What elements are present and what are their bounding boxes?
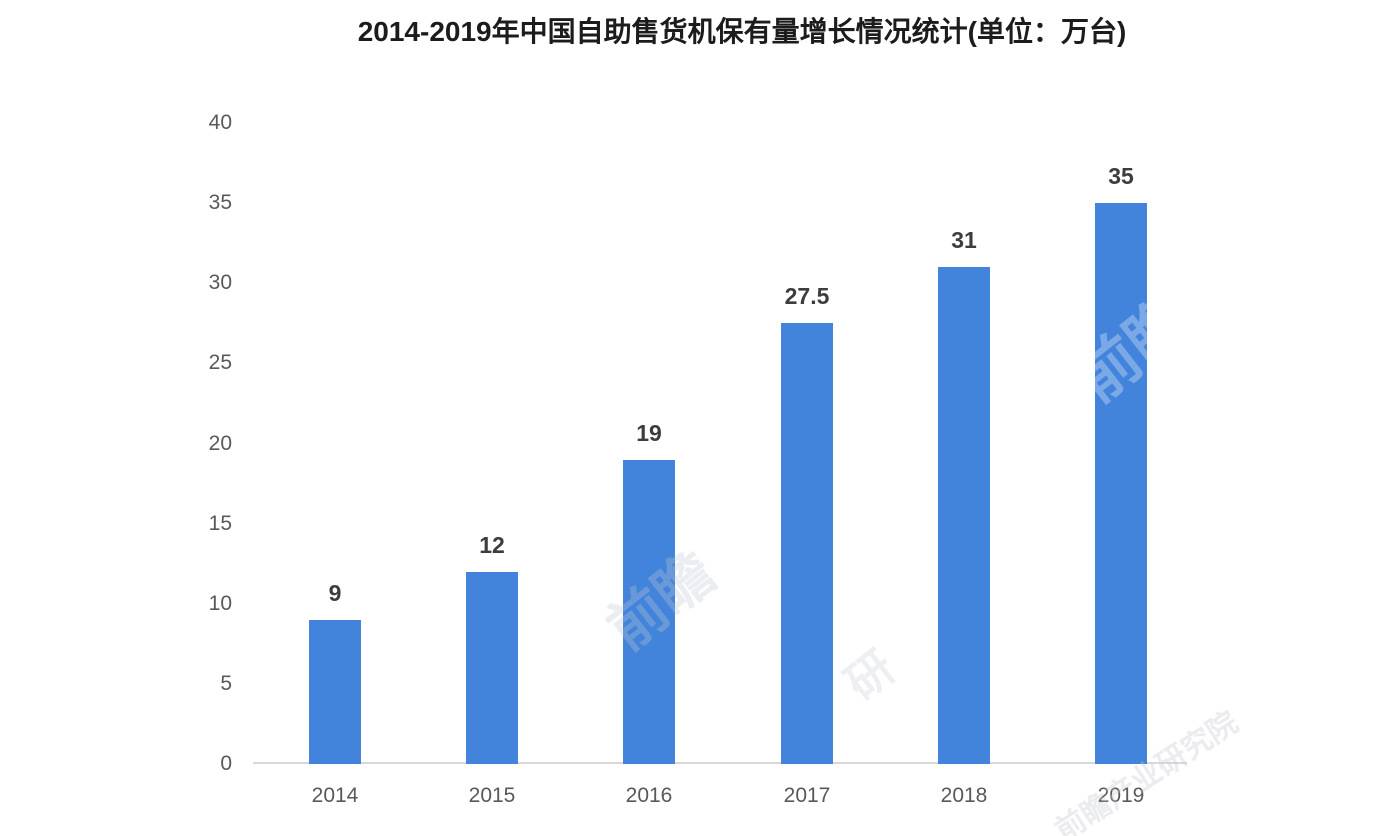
y-tick-label: 5 [220, 671, 232, 695]
bar-value-label: 27.5 [784, 283, 830, 309]
bar-2018 [938, 267, 990, 764]
y-tick-label: 0 [220, 752, 232, 775]
x-axis-line [253, 762, 1187, 764]
plot-area: 9 12 19 27.5 31 35 [253, 123, 1187, 764]
bar-value-label: 31 [951, 227, 977, 253]
y-tick-label: 35 [208, 191, 232, 215]
y-tick-label: 40 [208, 111, 232, 134]
bar-value-label: 19 [636, 420, 662, 446]
bar-2015 [466, 572, 518, 764]
bar-2019 [1095, 203, 1147, 764]
y-tick-label: 25 [208, 351, 232, 375]
y-tick-label: 10 [208, 591, 232, 615]
x-tick-label-2015: 2015 [468, 784, 516, 807]
x-tick-label-2018: 2018 [940, 784, 988, 807]
bar-2017 [781, 323, 833, 764]
y-tick-label: 30 [208, 271, 232, 295]
y-tick-label: 15 [208, 511, 232, 535]
x-tick-label-2014: 2014 [311, 784, 359, 807]
bar-value-label: 35 [1108, 163, 1134, 189]
bar-value-label: 9 [328, 580, 342, 606]
y-tick-label: 20 [208, 431, 232, 455]
chart-title: 2014-2019年中国自助售货机保有量增长情况统计(单位：万台) [357, 16, 1127, 47]
x-tick-label-2017: 2017 [783, 784, 831, 807]
bar-value-label: 12 [479, 532, 505, 558]
x-tick-label-2016: 2016 [625, 784, 673, 807]
bar-2016 [623, 460, 675, 764]
x-tick-label-2019: 2019 [1097, 784, 1145, 807]
bar-2014 [309, 620, 361, 764]
